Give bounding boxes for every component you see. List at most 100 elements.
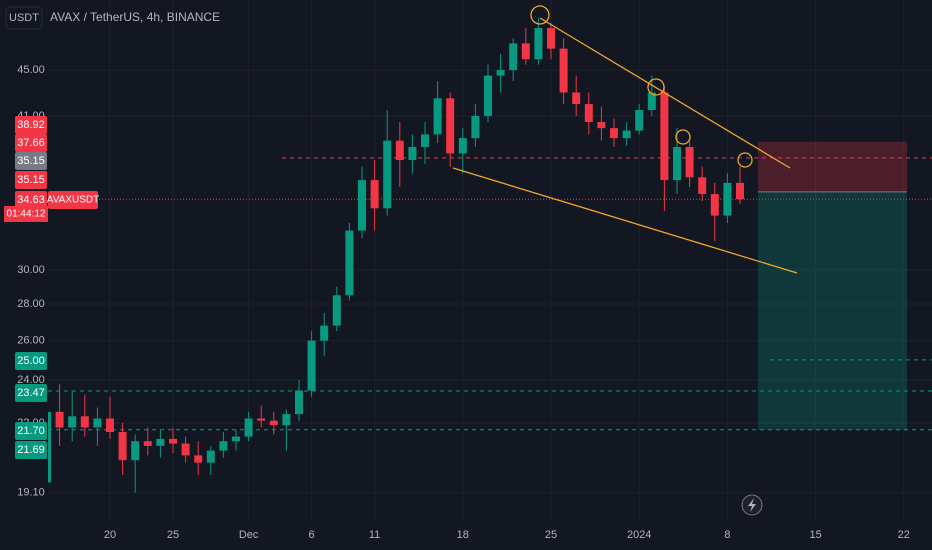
- candle-body: [257, 418, 266, 421]
- candle-body: [55, 411, 64, 428]
- candle-body: [421, 134, 429, 147]
- candle-body: [106, 418, 114, 433]
- plot: [43, 18, 932, 498]
- x-tick-label: 11: [369, 529, 380, 541]
- candle-body: [156, 438, 165, 446]
- candle-body: [68, 416, 77, 428]
- candle-body: [169, 438, 177, 444]
- price-tag-label: 21.69: [17, 444, 45, 456]
- price-tag-label: 34.63: [17, 194, 45, 206]
- candle-body: [547, 28, 555, 49]
- marker-circle: [647, 78, 665, 96]
- price-tag: [15, 191, 47, 209]
- candle-body: [559, 48, 568, 93]
- countdown-tag: [4, 206, 48, 222]
- candle-body: [433, 98, 442, 135]
- candle-body: [332, 295, 341, 326]
- drawings: [452, 5, 798, 274]
- candle-body: [458, 138, 467, 154]
- y-tick-label: 24.00: [17, 374, 45, 386]
- y-tick-label: 45.00: [17, 64, 45, 76]
- y-tick-label: 28.00: [17, 298, 45, 310]
- candle-body: [471, 115, 480, 139]
- y-tick-label: 26.00: [17, 334, 45, 346]
- candle-body: [408, 146, 417, 160]
- candle-body: [710, 193, 719, 216]
- price-tag: [15, 422, 47, 440]
- candle-body: [509, 43, 518, 71]
- icon-bolt[interactable]: [748, 498, 756, 512]
- marker-circle: [737, 152, 753, 168]
- price-tag-label: 23.47: [17, 387, 45, 399]
- price-tag: [15, 171, 47, 189]
- price-tag-label: 38.92: [17, 119, 45, 131]
- price-tag: [15, 134, 47, 152]
- price-tag: [15, 352, 47, 370]
- candle-body: [131, 441, 140, 461]
- candle-body: [610, 128, 618, 139]
- trend-line: [452, 167, 798, 274]
- candle-body: [685, 146, 694, 178]
- candle-body: [370, 180, 379, 209]
- x-tick-label: 25: [545, 529, 557, 541]
- candle-body: [534, 28, 543, 60]
- candle-body: [660, 92, 669, 181]
- candle-body: [635, 109, 644, 131]
- x-tick-label: 2024: [627, 529, 651, 541]
- symbol-tag: [48, 191, 98, 209]
- price-tag: [15, 116, 47, 134]
- candle-body: [181, 443, 190, 456]
- x-tick-label: Dec: [239, 529, 259, 541]
- candle-body: [496, 70, 505, 76]
- price-tag-label: 25.00: [17, 355, 45, 367]
- currency-box[interactable]: [5, 6, 43, 30]
- price-tag: [15, 384, 47, 402]
- marker-circle: [675, 129, 691, 145]
- candle-body: [232, 436, 240, 442]
- x-tick-label: 22: [898, 529, 910, 541]
- trend-line: [539, 17, 791, 169]
- candle-body: [572, 92, 581, 105]
- candle-body: [345, 230, 354, 296]
- candle-body: [206, 450, 215, 463]
- candle-body: [647, 92, 656, 110]
- candle-body: [118, 432, 127, 461]
- price-tag: [15, 441, 47, 459]
- x-tick-label: 15: [809, 529, 821, 541]
- candle-body: [484, 75, 492, 116]
- price-tag-label: 35.15: [17, 174, 45, 186]
- candle-body: [521, 43, 530, 60]
- target-zone: [758, 191, 907, 430]
- chart-title: AVAX / TetherUS, 4h, BINANCE: [50, 10, 220, 24]
- x-tick-label: 8: [724, 529, 730, 541]
- currency[interactable]: USDT: [9, 12, 39, 24]
- x-tick-label: 6: [309, 529, 315, 541]
- candle-body: [395, 140, 404, 160]
- candle-body: [358, 180, 366, 231]
- price-tag: [15, 152, 47, 170]
- candle-body: [673, 146, 681, 181]
- candle-body: [584, 104, 593, 123]
- candle-body: [244, 418, 253, 437]
- price-tag-label: 35.15: [17, 155, 45, 167]
- candle-body: [383, 140, 392, 209]
- candle-body: [723, 182, 732, 216]
- candle-body: [320, 325, 329, 341]
- price-tag-label: 21.70: [17, 425, 45, 437]
- candle-body: [307, 340, 316, 391]
- candle-body: [597, 122, 606, 129]
- x-tick-label: 18: [457, 529, 469, 541]
- countdown-label: 01:44:12: [7, 209, 46, 220]
- candle-body: [143, 441, 152, 446]
- stop-zone: [758, 141, 907, 192]
- replay-icon[interactable]: [741, 494, 763, 516]
- x-tick-label: 20: [104, 529, 116, 541]
- candle-body: [446, 98, 455, 154]
- candle-body: [622, 130, 631, 139]
- candle-body: [269, 420, 278, 426]
- candle-body: [736, 182, 744, 200]
